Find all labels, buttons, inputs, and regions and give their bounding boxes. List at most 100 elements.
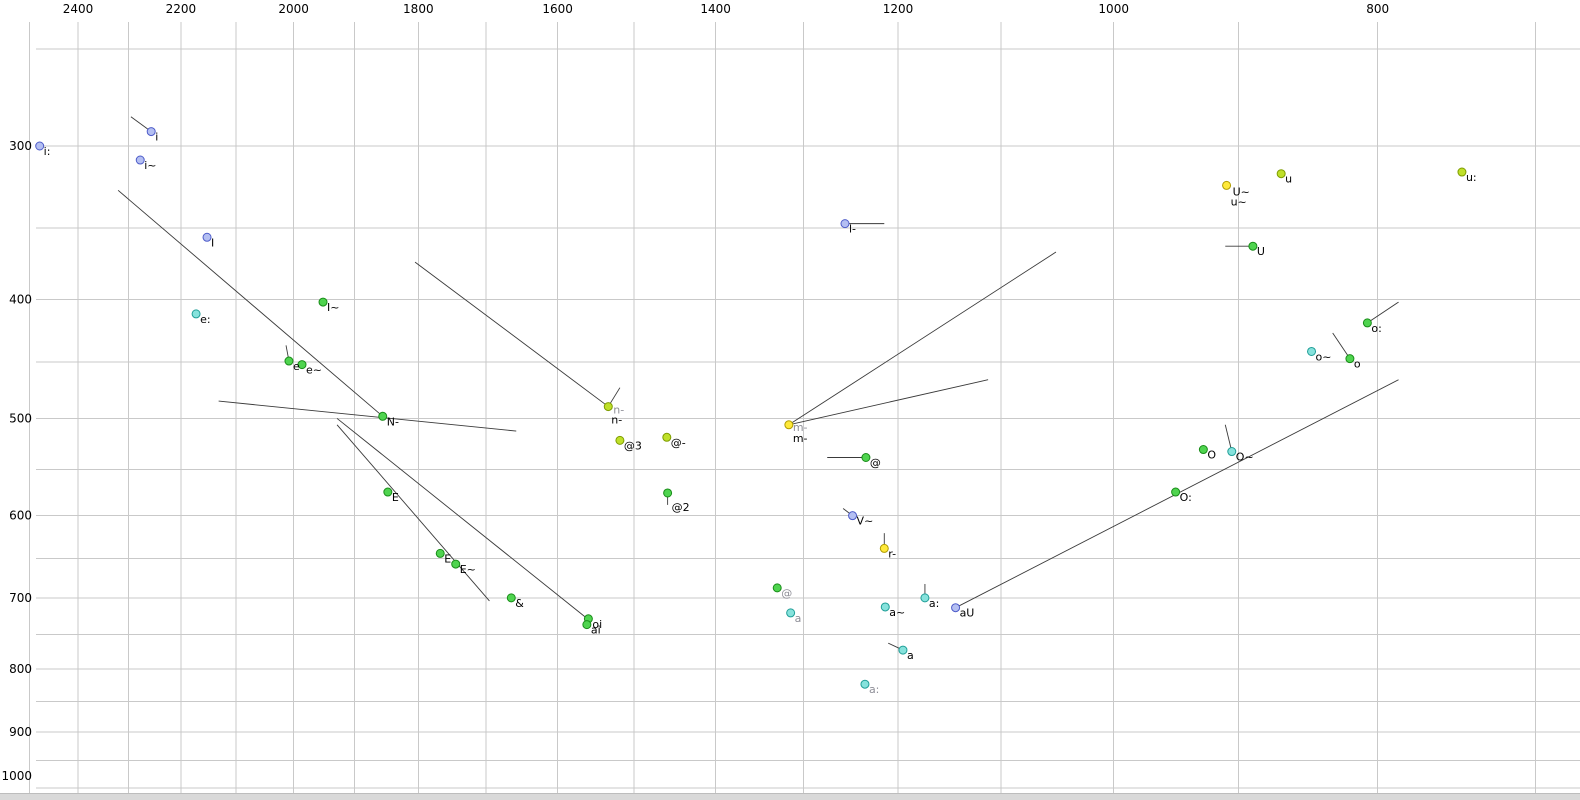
vowel-label: I~ — [327, 301, 339, 314]
grid — [29, 22, 1580, 794]
vowel-label: U — [1257, 245, 1265, 258]
vowel-label: oi — [592, 618, 602, 631]
point-tail — [1332, 332, 1351, 359]
y-axis-tick-label: 400 — [9, 292, 32, 306]
vowel-label: i — [155, 131, 158, 144]
vowel-label: ai — [591, 624, 601, 637]
x-axis-tick-label: 1400 — [700, 2, 731, 16]
vowel-label: O — [1207, 449, 1216, 462]
point-tail — [1224, 424, 1233, 452]
vowel-label: e~ — [306, 364, 322, 377]
x-axis-tick-label: 2400 — [63, 2, 94, 16]
vowel-label: u: — [1466, 171, 1477, 184]
vowel-label: r- — [888, 547, 896, 560]
x-axis-tick-label: 1600 — [542, 2, 573, 16]
vowel-point — [435, 548, 445, 558]
vowel-label: @- — [671, 436, 686, 449]
vowel-label: o — [1354, 358, 1361, 371]
vowel-label: o~ — [1316, 350, 1332, 363]
vowel-label: u — [1285, 173, 1292, 186]
vowel-point — [1345, 354, 1355, 364]
vowel-point — [840, 219, 850, 229]
y-axis-labels: 300 400 500 600 700 800 900 1000 — [1, 139, 32, 783]
vowel-point — [920, 593, 930, 603]
vowel-point — [786, 608, 796, 618]
x-axis-tick-label: 800 — [1366, 2, 1389, 16]
vowel-point — [662, 432, 672, 442]
trajectory-line — [414, 261, 609, 407]
vowel-label: U~ — [1233, 185, 1250, 198]
window-bottom-edge — [0, 793, 1580, 800]
vowel-point — [135, 155, 145, 165]
vowel-point — [615, 435, 625, 445]
y-axis-tick-label: 800 — [9, 662, 32, 676]
vowel-point — [383, 487, 393, 497]
y-axis-tick-label: 1000 — [1, 769, 32, 783]
vowel-point — [861, 452, 871, 462]
x-axis-tick-label: 2000 — [278, 2, 309, 16]
vowel-point — [35, 141, 45, 151]
vowel-label: aU — [960, 607, 975, 620]
vowel-point — [1198, 445, 1208, 455]
vowel-point — [784, 420, 794, 430]
trajectory-line — [788, 251, 1057, 426]
point-tails — [130, 116, 1399, 651]
y-axis-tick-label: 300 — [9, 139, 32, 153]
vowel-label: O~ — [1236, 451, 1254, 464]
vowel-point — [1248, 241, 1258, 251]
vowel-label: u~ — [1231, 195, 1247, 208]
vowel-point — [848, 511, 858, 521]
vowel-label: a~ — [889, 606, 905, 619]
vowel-points — [35, 127, 1467, 689]
vowel-label: @3 — [624, 439, 642, 452]
trajectory-line — [218, 400, 517, 432]
vowel-point — [879, 543, 889, 553]
vowel-label: m- — [793, 432, 808, 445]
x-axis-tick-label: 1200 — [883, 2, 914, 16]
vowel-label: a — [795, 612, 802, 625]
y-axis-tick-label: 700 — [9, 591, 32, 605]
vowel-point — [506, 593, 516, 603]
y-axis-tick-label: 500 — [9, 411, 32, 425]
trajectory-line — [336, 424, 490, 602]
vowel-label: O: — [1180, 491, 1192, 504]
trajectory-line — [788, 379, 989, 426]
vowel-point — [297, 360, 307, 370]
vowel-point — [1171, 487, 1181, 497]
trajectory-line — [117, 189, 384, 417]
vowel-label: @ — [781, 587, 792, 600]
vowel-point — [898, 645, 908, 655]
vowel-label: e — [293, 360, 300, 373]
vowel-label: o: — [1371, 322, 1381, 335]
vowel-point — [451, 559, 461, 569]
vowel-label: i~ — [144, 159, 156, 172]
trajectory-segments — [117, 189, 1399, 620]
vowel-point — [603, 402, 613, 412]
vowel-label: N- — [387, 415, 399, 428]
vowel-point — [1276, 169, 1286, 179]
vowel-point — [582, 620, 592, 630]
vowel-label: i: — [44, 145, 51, 158]
vowel-point — [378, 411, 388, 421]
vowel-point — [951, 603, 961, 613]
vowel-label: V~ — [857, 515, 874, 528]
vowel-label: a: — [929, 597, 939, 610]
vowel-point — [202, 232, 212, 242]
trajectory-line — [336, 418, 589, 620]
x-axis-tick-label: 1800 — [403, 2, 434, 16]
vowel-point — [1362, 318, 1372, 328]
vowel-label: n- — [613, 404, 624, 417]
vowel-label: a: — [869, 683, 879, 696]
vowel-point — [772, 583, 782, 593]
vowel-label: m- — [793, 421, 808, 434]
x-axis-tick-label: 1000 — [1098, 2, 1129, 16]
x-axis-labels: 2400 2200 2000 1800 1600 1400 1200 1000 800 — [63, 2, 1389, 16]
vowel-label: E~ — [460, 563, 476, 576]
vowel-point — [1457, 167, 1467, 177]
vowel-point — [318, 297, 328, 307]
vowel-point — [146, 127, 156, 137]
vowel-label: e: — [200, 313, 210, 326]
y-axis-tick-label: 900 — [9, 725, 32, 739]
